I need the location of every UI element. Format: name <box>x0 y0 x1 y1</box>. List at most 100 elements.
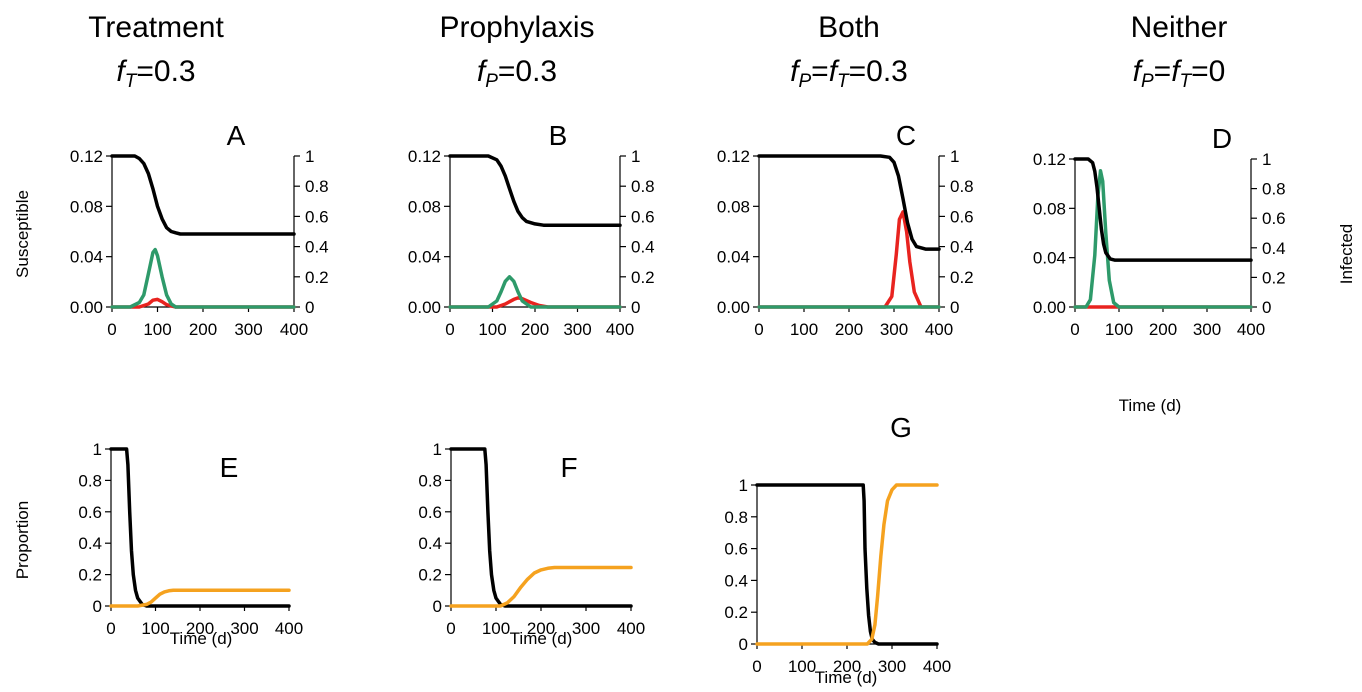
x-tick-label: 200 <box>521 320 549 339</box>
panel-D: D 0 100 200 300 400 0.00 0.04 0.08 0.12 0 0.2 0.4 0.6… <box>1033 123 1286 339</box>
y-tick-label-left: 0.00 <box>717 298 750 317</box>
y-tick-label-left: 0 <box>739 635 748 654</box>
y-tick-label-left: 0.08 <box>70 197 103 216</box>
series-line-green_series <box>1073 169 1253 309</box>
y-tick-label-right: 0.4 <box>631 238 655 257</box>
y-tick-label-left: 0.2 <box>418 566 442 585</box>
panel-B: B 0 100 200 300 400 0.00 0.04 0.08 0.12 0 0.2 0.4 0.6… <box>408 120 655 339</box>
time-axis-label-G: Time (d) <box>815 668 878 687</box>
y-tick-label-right: 0.8 <box>950 177 974 196</box>
param-value: = <box>1153 55 1172 88</box>
x-tick-label: 0 <box>446 619 455 638</box>
column-title: Neither <box>1130 11 1228 44</box>
series-line-green_series <box>448 275 622 309</box>
y-tick-label-left: 0 <box>93 597 102 616</box>
y-tick-label-right: 1 <box>1262 150 1271 169</box>
x-tick-label: 0 <box>106 619 115 638</box>
series-line-orange_series <box>449 565 633 608</box>
param-symbol: f <box>116 55 125 88</box>
y-tick-label-left: 0.2 <box>724 603 748 622</box>
y-tick-label-right: 0.2 <box>305 268 329 287</box>
series-line-susceptible <box>110 154 296 236</box>
x-tick-label: 0 <box>445 320 454 339</box>
x-tick-label: 400 <box>617 619 645 638</box>
column-title: Treatment <box>88 11 224 44</box>
x-tick-label: 300 <box>1193 320 1221 339</box>
y-tick-label-left: 1 <box>93 440 102 459</box>
param-subscript: P <box>798 71 812 92</box>
y-tick-label-left: 0.12 <box>1033 150 1066 169</box>
x-tick-label: 400 <box>925 320 953 339</box>
y-tick-label-left: 0.00 <box>70 298 103 317</box>
x-tick-label: 400 <box>606 320 634 339</box>
y-tick-label-right: 0.2 <box>950 268 974 287</box>
y-tick-label-left: 0.08 <box>408 197 441 216</box>
column-parameter: fP=0.3 <box>397 50 637 104</box>
y-tick-label-left: 0.2 <box>78 566 102 585</box>
y-tick-label-left: 1 <box>739 476 748 495</box>
series-line-susceptible <box>109 447 291 608</box>
x-tick-label: 400 <box>923 657 951 676</box>
y-tick-label-right: 0 <box>1262 298 1271 317</box>
x-tick-label: 100 <box>1105 320 1133 339</box>
y-tick-label-left: 0.6 <box>78 503 102 522</box>
panel-letter: F <box>560 452 577 483</box>
y-tick-label-right: 1 <box>305 147 314 166</box>
panel-F: F 0 100 200 300 400 0 0.2 0.4 0.6 0.8 1 <box>418 440 645 638</box>
x-tick-label: 400 <box>280 320 308 339</box>
column-title: Prophylaxis <box>439 11 595 44</box>
y-tick-label-right: 0.6 <box>1262 209 1286 228</box>
y-tick-label-left: 0.6 <box>418 503 442 522</box>
x-tick-label: 400 <box>275 619 303 638</box>
x-tick-label: 100 <box>143 320 171 339</box>
y-tick-label-right: 0.8 <box>631 177 655 196</box>
x-tick-label: 300 <box>563 320 591 339</box>
param-subscript: P <box>485 71 498 92</box>
x-tick-label: 300 <box>572 619 600 638</box>
series-line-susceptible <box>1073 157 1253 262</box>
x-tick-label: 200 <box>527 619 555 638</box>
x-tick-label: 300 <box>880 320 908 339</box>
x-tick-label: 100 <box>790 320 818 339</box>
x-tick-label: 100 <box>478 320 506 339</box>
x-tick-label: 300 <box>230 619 258 638</box>
y-tick-label-left: 0.08 <box>717 197 750 216</box>
param-value: =0.3 <box>848 55 908 88</box>
param-symbol: f <box>476 55 486 88</box>
param-value: = <box>811 55 829 88</box>
y-tick-label-right: 0 <box>305 298 314 317</box>
param-symbol: f <box>1171 55 1180 88</box>
y-tick-label-left: 0.00 <box>1033 298 1066 317</box>
y-tick-label-right: 0.6 <box>950 207 974 226</box>
param-subscript: T <box>837 71 849 92</box>
x-tick-label: 0 <box>107 320 116 339</box>
param-symbol: f <box>828 55 838 88</box>
x-tick-label: 200 <box>189 320 217 339</box>
time-axis-label-F: Time (d) <box>510 629 573 648</box>
series-line-susceptible <box>448 154 622 227</box>
param-subscript: T <box>1179 71 1192 92</box>
time-axis-label-D: Time (d) <box>1119 396 1182 415</box>
param-symbol: f <box>790 55 799 88</box>
panel-letter: C <box>896 120 916 151</box>
x-tick-label: 300 <box>234 320 262 339</box>
param-subscript: P <box>1140 71 1154 92</box>
panel-C: C 0 100 200 300 400 0.00 0.04 0.08 0.12 0 0.2 0.4 0.6… <box>717 120 974 339</box>
top-left-axis-label: Susceptible <box>13 190 32 278</box>
y-tick-label-left: 0.04 <box>70 248 103 267</box>
y-tick-label-right: 0.4 <box>305 238 329 257</box>
series-line-red_series <box>757 210 941 309</box>
param-symbol: f <box>1132 55 1141 88</box>
y-tick-label-left: 0.12 <box>70 147 103 166</box>
y-tick-label-right: 1 <box>950 147 959 166</box>
y-tick-label-right: 0 <box>950 298 959 317</box>
param-subscript: T <box>124 71 137 92</box>
bottom-left-axis-label: Proportion <box>13 501 32 579</box>
x-tick-label: 100 <box>482 619 510 638</box>
y-tick-label-left: 0.4 <box>724 571 748 590</box>
column-parameter: fP=fT=0.3 <box>729 50 969 104</box>
y-tick-label-left: 0.12 <box>408 147 441 166</box>
y-tick-label-right: 0.2 <box>631 268 655 287</box>
x-tick-label: 200 <box>186 619 214 638</box>
x-tick-label: 100 <box>788 657 816 676</box>
